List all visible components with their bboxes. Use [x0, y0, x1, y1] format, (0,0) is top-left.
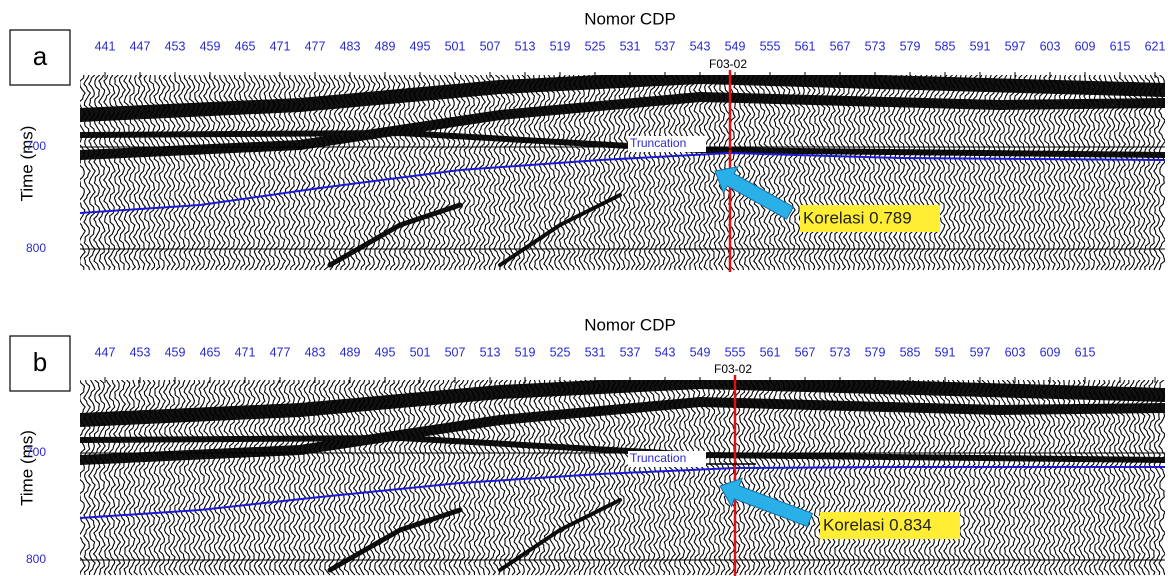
cdp-label: 441	[95, 39, 116, 53]
time-label: 700	[26, 445, 46, 459]
cdp-label: 507	[480, 39, 501, 53]
cdp-label: 453	[130, 345, 151, 359]
cdp-label: 597	[970, 345, 991, 359]
cdp-label: 519	[515, 345, 536, 359]
time-label: 700	[26, 139, 46, 153]
cdp-label: 537	[620, 345, 641, 359]
seismic-section	[79, 380, 1166, 576]
cdp-label: 459	[165, 345, 186, 359]
cdp-label: 477	[305, 39, 326, 53]
cdp-label: 501	[445, 39, 466, 53]
cdp-label: 525	[550, 345, 571, 359]
well-label: F03-02	[709, 57, 747, 71]
cdp-label: 459	[200, 39, 221, 53]
cdp-label: 621	[1145, 39, 1166, 53]
cdp-label: 597	[1005, 39, 1026, 53]
horizon-label: Truncation	[630, 136, 686, 150]
cdp-label: 501	[410, 345, 431, 359]
cdp-label: 591	[935, 345, 956, 359]
cdp-label: 447	[95, 345, 116, 359]
panel-label: b	[33, 347, 47, 377]
cdp-label: 489	[340, 345, 361, 359]
cdp-label: 513	[480, 345, 501, 359]
cdp-label: 543	[655, 345, 676, 359]
cdp-label: 573	[865, 39, 886, 53]
cdp-label: 591	[970, 39, 991, 53]
cdp-label: 579	[865, 345, 886, 359]
cdp-label: 453	[165, 39, 186, 53]
cdp-label: 483	[305, 345, 326, 359]
figure: a Nomor CDP 441 447 453 459 465 471 477 483 489 495…	[0, 0, 1172, 576]
seismic-section	[79, 75, 1166, 272]
cdp-label: 603	[1040, 39, 1061, 53]
cdp-label: 477	[270, 345, 291, 359]
cdp-label: 519	[550, 39, 571, 53]
cdp-label: 579	[900, 39, 921, 53]
cdp-label: 549	[690, 345, 711, 359]
cdp-label: 585	[900, 345, 921, 359]
cdp-label: 537	[655, 39, 676, 53]
cdp-label: 609	[1040, 345, 1061, 359]
cdp-label: 513	[515, 39, 536, 53]
cdp-label: 495	[410, 39, 431, 53]
cdp-label: 525	[585, 39, 606, 53]
y-title: Time (ms)	[17, 126, 36, 202]
correlation-label: Korelasi 0.834	[823, 515, 932, 534]
time-label: 800	[26, 241, 46, 255]
page: {"panels": [ {"label": "a", "x_title": "…	[0, 0, 1172, 576]
y-title: Time (ms)	[17, 430, 36, 506]
panel: b Nomor CDP 447 453 459 465 471 477 483 489 495 501…	[10, 315, 1165, 576]
cdp-label: 465	[200, 345, 221, 359]
x-title: Nomor CDP	[584, 9, 676, 28]
cdp-label: 573	[830, 345, 851, 359]
cdp-label: 495	[375, 345, 396, 359]
cdp-label: 465	[235, 39, 256, 53]
horizon-label: Truncation	[630, 451, 686, 465]
time-label: 800	[26, 552, 46, 566]
correlation-label: Korelasi 0.789	[803, 208, 912, 227]
panel-label: a	[33, 41, 48, 71]
cdp-label: 471	[270, 39, 291, 53]
cdp-label: 561	[760, 345, 781, 359]
cdp-label: 555	[725, 345, 746, 359]
cdp-label: 585	[935, 39, 956, 53]
cdp-label: 531	[585, 345, 606, 359]
cdp-label: 543	[690, 39, 711, 53]
cdp-label: 489	[375, 39, 396, 53]
cdp-label: 561	[795, 39, 816, 53]
cdp-label: 555	[760, 39, 781, 53]
x-title: Nomor CDP	[584, 315, 676, 334]
cdp-label: 507	[445, 345, 466, 359]
panel: a Nomor CDP 441 447 453 459 465 471 477 483 489 495…	[10, 9, 1165, 272]
cdp-label: 603	[1005, 345, 1026, 359]
cdp-label: 447	[130, 39, 151, 53]
cdp-label: 615	[1075, 345, 1096, 359]
cdp-label: 549	[725, 39, 746, 53]
cdp-label: 531	[620, 39, 641, 53]
cdp-label: 615	[1110, 39, 1131, 53]
cdp-label: 483	[340, 39, 361, 53]
cdp-label: 567	[795, 345, 816, 359]
cdp-label: 471	[235, 345, 256, 359]
cdp-label: 567	[830, 39, 851, 53]
cdp-label: 609	[1075, 39, 1096, 53]
well-label: F03-02	[714, 362, 752, 376]
